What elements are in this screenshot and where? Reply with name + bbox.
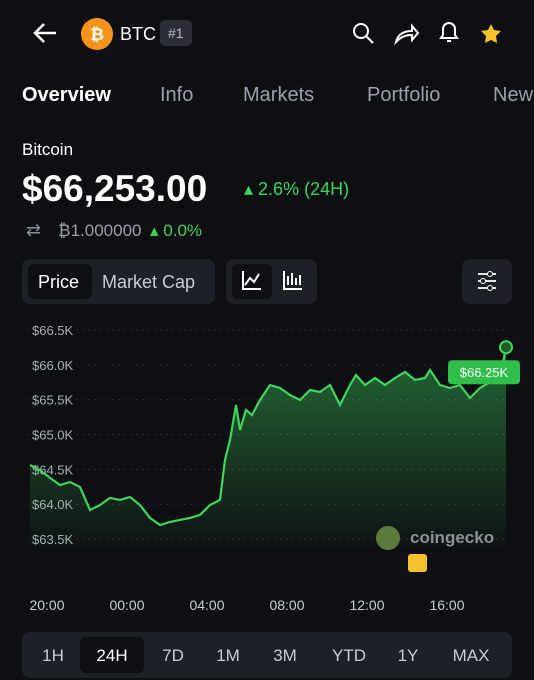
range-button[interactable]: 1H [42, 646, 64, 665]
range-button[interactable]: 1M [216, 646, 240, 665]
btc-logo [81, 18, 113, 50]
value-label-bg [448, 360, 520, 385]
btc-amount: ₿1.000000 [58, 221, 142, 240]
x-tick-label: 08:00 [269, 597, 304, 613]
btc-change-text: 0.0% [163, 221, 203, 240]
area [30, 347, 506, 546]
price-chart: $63.5K$64.0K$64.5K$65.0K$65.5K$66.0K$66.… [28, 323, 520, 613]
y-tick-label: $66.5K [32, 323, 74, 338]
bell-icon[interactable] [439, 22, 459, 42]
back-button[interactable] [33, 23, 56, 43]
rank-badge: #1 [160, 20, 192, 46]
price-line [29, 346, 508, 527]
range-button[interactable]: 7D [162, 646, 184, 665]
range-button[interactable]: MAX [452, 646, 490, 665]
value-label: $66.25K [460, 365, 509, 380]
tab[interactable]: Markets [243, 84, 315, 106]
watermark: coingecko [410, 528, 494, 547]
range-button[interactable]: YTD [332, 646, 366, 665]
y-tick-label: $65.5K [32, 393, 74, 408]
x-tick-label: 12:00 [349, 597, 384, 613]
range-button[interactable]: 24H [96, 646, 128, 665]
btc-change: ▴ 0.0% [150, 221, 203, 240]
coin-name: Bitcoin [22, 140, 74, 159]
x-tick-label: 16:00 [429, 597, 464, 613]
y-tick-label: $66.0K [32, 358, 74, 373]
badge-icon [408, 554, 427, 572]
x-tick-label: 20:00 [29, 597, 64, 613]
toggle-active [28, 264, 92, 299]
y-tick-label: $65.0K [32, 428, 74, 443]
tab[interactable]: New [493, 84, 534, 106]
header-icons: ₿ [33, 18, 501, 50]
range-button[interactable]: 1Y [397, 646, 419, 665]
swap-icon: ⇄ [26, 220, 42, 240]
price-change: ▴ 2.6% (24H) [244, 179, 350, 199]
toggle[interactable]: Market Cap [102, 272, 196, 292]
end-dot [499, 340, 513, 355]
search-icon[interactable] [353, 23, 369, 39]
toggle[interactable]: Price [38, 272, 80, 292]
price: $66,253.00 [22, 168, 208, 209]
tab[interactable]: Portfolio [367, 84, 441, 106]
line-style[interactable] [232, 264, 272, 299]
tab[interactable]: Overview [22, 84, 111, 106]
tab[interactable]: Info [160, 84, 194, 106]
share-icon[interactable] [394, 23, 420, 46]
range-active [80, 637, 144, 673]
range-button[interactable]: 3M [273, 646, 297, 665]
watermark-logo [376, 526, 400, 550]
x-tick-label: 00:00 [109, 597, 144, 613]
control-icons [242, 271, 496, 291]
symbol: BTC [120, 24, 156, 44]
star-icon[interactable] [481, 24, 501, 43]
btc-glyph: ₿ [90, 25, 104, 44]
change-text: 2.6% (24H) [258, 179, 350, 199]
x-tick-label: 04:00 [189, 597, 224, 613]
